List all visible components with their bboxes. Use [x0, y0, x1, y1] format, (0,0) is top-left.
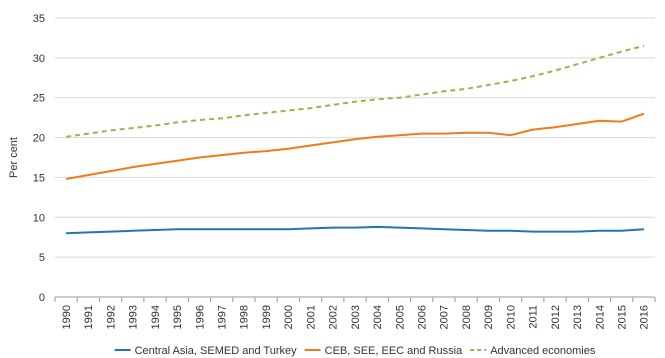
x-tick-label: 1994 — [150, 305, 162, 329]
x-tick-label: 1999 — [261, 305, 273, 329]
x-tick-label: 2007 — [439, 305, 451, 329]
x-tick-label: 2008 — [461, 305, 473, 329]
y-tick-label: 20 — [33, 133, 45, 145]
x-tick-label: 1997 — [217, 305, 229, 329]
x-tick-label: 2004 — [372, 305, 384, 329]
x-tick-label: 2010 — [505, 305, 517, 329]
legend: Central Asia, SEMED and Turkey CEB, SEE, … — [114, 345, 596, 357]
x-tick-label: 2006 — [417, 305, 429, 329]
legend-label: CEB, SEE, EEC and Russia — [325, 345, 463, 357]
x-tick-label: 2012 — [550, 305, 562, 329]
x-tick-label: 2003 — [350, 305, 362, 329]
y-tick-label: 30 — [33, 53, 45, 65]
x-tick-label: 2005 — [394, 305, 406, 329]
y-axis-title: Per cent — [8, 137, 20, 178]
x-tick-label: 2000 — [283, 305, 295, 329]
legend-label: Advanced economies — [490, 345, 596, 357]
x-tick-label: 1998 — [239, 305, 251, 329]
y-tick-label: 10 — [33, 212, 45, 224]
y-axis: 0 5 10 15 20 25 30 35 — [33, 13, 45, 304]
y-tick-label: 25 — [33, 93, 45, 105]
x-tick-label: 2011 — [528, 305, 540, 329]
y-tick-label: 35 — [33, 13, 45, 25]
gridlines — [55, 17, 655, 298]
x-tick-label: 2002 — [328, 305, 340, 329]
x-tick-label: 2009 — [483, 305, 495, 329]
y-tick-label: 0 — [39, 292, 45, 304]
x-tick-label: 2016 — [639, 305, 651, 329]
x-axis: 1990 1991 1992 1993 1994 1995 1996 1997 1998 1999… — [54, 297, 656, 329]
x-tick-label: 2014 — [594, 305, 606, 329]
x-tick-label: 2001 — [305, 305, 317, 329]
series-lines — [65, 44, 645, 235]
y-tick-label: 15 — [33, 172, 45, 184]
legend-label: Central Asia, SEMED and Turkey — [135, 345, 298, 357]
legend-item-1: Central Asia, SEMED and Turkey — [114, 345, 298, 357]
x-tick-label: 1993 — [128, 305, 140, 329]
x-tick-label: 2013 — [572, 305, 584, 329]
x-tick-label: 1995 — [172, 305, 184, 329]
x-tick-label: 1991 — [83, 305, 95, 329]
x-tick-label: 1990 — [61, 305, 73, 329]
legend-item-2: CEB, SEE, EEC and Russia — [304, 345, 463, 357]
series-line-1 — [66, 225, 644, 235]
series-line-3 — [65, 44, 645, 138]
x-tick-label: 1992 — [105, 305, 117, 329]
series-line-2 — [65, 112, 645, 180]
y-tick-label: 5 — [39, 252, 45, 264]
x-tick-label: 2015 — [617, 305, 629, 329]
legend-item-3: Advanced economies — [470, 345, 596, 357]
x-tick-label: 1996 — [194, 305, 206, 329]
